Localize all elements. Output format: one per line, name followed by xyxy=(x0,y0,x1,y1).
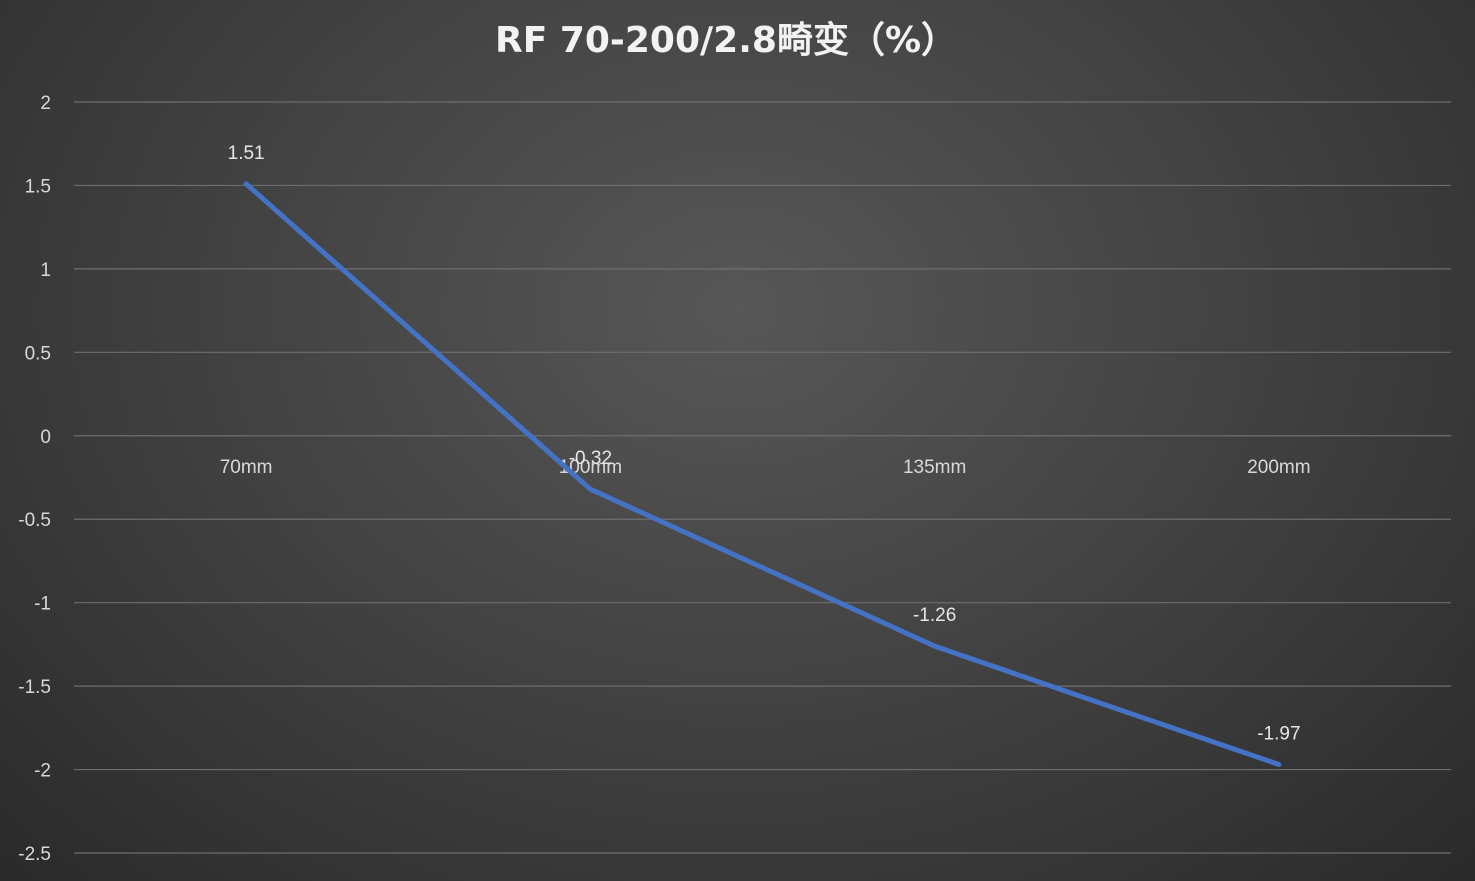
y-tick-label: -1 xyxy=(34,594,51,615)
y-tick-label: 0 xyxy=(40,427,51,448)
gridlines xyxy=(74,101,1451,854)
data-label: -0.32 xyxy=(569,448,612,469)
y-tick-label: 1.5 xyxy=(25,176,51,197)
y-tick-label: -0.5 xyxy=(18,510,51,531)
y-tick-label: 0.5 xyxy=(25,343,51,364)
y-tick-label: 1 xyxy=(40,260,51,281)
y-tick-label: -2 xyxy=(34,761,51,782)
data-labels: 1.51 -0.32 -1.26 -1.97 xyxy=(228,143,1301,745)
x-category-label: 200mm xyxy=(1247,457,1310,478)
x-category-label: 135mm xyxy=(903,457,966,478)
category-axis-labels: 70mm 100mm 135mm 200mm xyxy=(220,457,1311,478)
series-layer xyxy=(243,181,1282,767)
data-label: -1.97 xyxy=(1257,724,1300,745)
y-tick-label: 2 xyxy=(40,93,51,114)
y-tick-label: -2.5 xyxy=(18,844,51,865)
x-category-label: 70mm xyxy=(220,457,273,478)
chart-title: RF 70-200/2.8畸变（%） xyxy=(495,19,957,61)
data-label: 1.51 xyxy=(228,143,265,164)
series-line xyxy=(243,181,1282,767)
y-axis-tick-labels: 2 1.5 1 0.5 0 -0.5 -1 -1.5 -2 -2.5 xyxy=(18,93,51,865)
y-tick-label: -1.5 xyxy=(18,677,51,698)
data-label: -1.26 xyxy=(913,605,956,626)
